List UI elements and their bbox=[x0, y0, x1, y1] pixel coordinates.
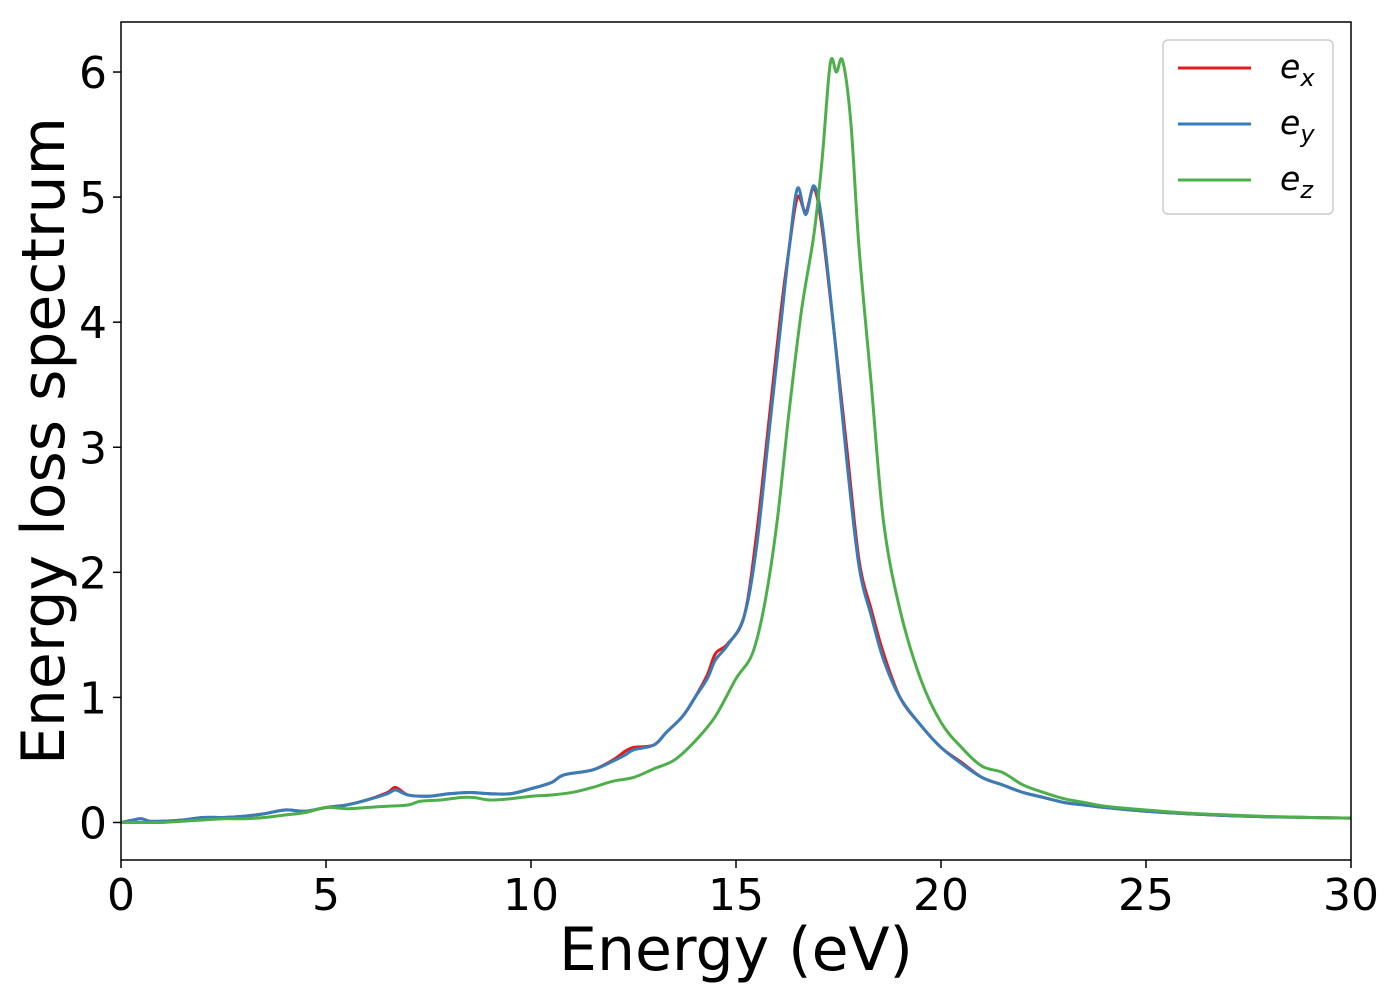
x-tick-label: 5 bbox=[312, 870, 340, 921]
legend-label-y: ey bbox=[1280, 103, 1315, 148]
y-tick-label: 4 bbox=[79, 298, 107, 349]
legend-label-x: ex bbox=[1280, 47, 1315, 92]
y-axis-label: Energy loss spectrum bbox=[9, 117, 79, 765]
series-line-y bbox=[120, 184, 1352, 824]
y-axis: 0 1 2 3 4 5 6 bbox=[79, 48, 121, 849]
x-axis-label: Energy (eV) bbox=[559, 915, 913, 985]
series-line-z bbox=[120, 57, 1352, 825]
y-tick-label: 0 bbox=[79, 798, 107, 849]
x-tick-label: 25 bbox=[1118, 870, 1174, 921]
x-tick-label: 20 bbox=[913, 870, 969, 921]
x-tick-label: 0 bbox=[107, 870, 135, 921]
y-tick-label: 6 bbox=[79, 48, 107, 99]
y-tick-label: 3 bbox=[79, 423, 107, 474]
x-tick-label: 10 bbox=[503, 870, 559, 921]
x-tick-label: 30 bbox=[1323, 870, 1379, 921]
series-layer bbox=[120, 57, 1352, 825]
y-tick-label: 1 bbox=[79, 673, 107, 724]
y-tick-label: 5 bbox=[79, 173, 107, 224]
legend: ex ey ez bbox=[1162, 39, 1334, 215]
y-tick-label: 2 bbox=[79, 548, 107, 599]
legend-frame bbox=[1162, 39, 1334, 215]
x-axis: 0 5 10 15 20 25 30 bbox=[107, 860, 1379, 921]
series-line-x bbox=[120, 186, 1352, 824]
x-tick-label: 15 bbox=[708, 870, 764, 921]
legend-label-z: ez bbox=[1280, 159, 1314, 204]
